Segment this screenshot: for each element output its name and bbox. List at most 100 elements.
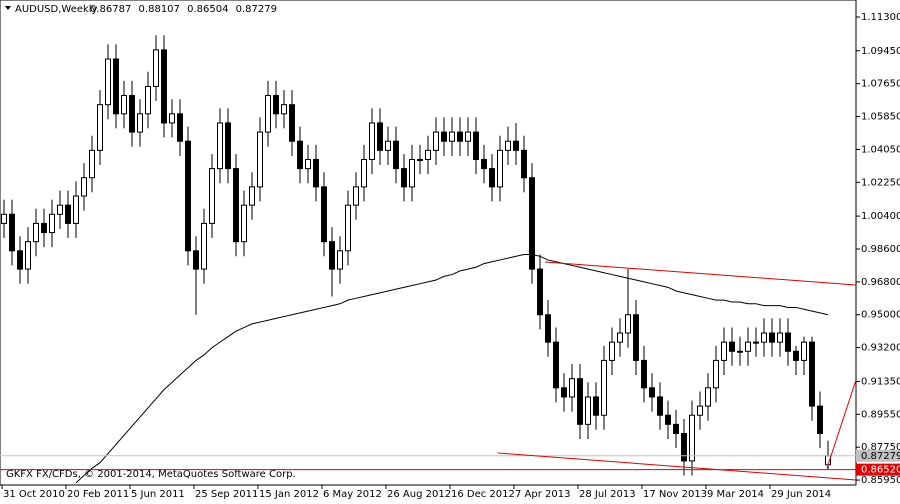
candle-body — [113, 58, 119, 115]
y-tick-label: 1.09450 — [861, 46, 900, 57]
candle-body — [193, 250, 199, 270]
copyright: GKFX FX/CFDs, © 2001-2014, MetaQuotes So… — [6, 469, 296, 480]
y-tick-label: 1.00400 — [861, 211, 900, 222]
candle-body — [273, 95, 279, 115]
y-tick-label: 1.11300 — [861, 12, 900, 23]
candle-body — [57, 204, 63, 215]
candle-body — [809, 341, 815, 407]
candle-body — [577, 378, 583, 425]
candle-body — [641, 359, 647, 389]
candle-body — [9, 213, 15, 252]
bid-label: 0.87279 — [861, 451, 900, 462]
candle-body — [737, 350, 743, 353]
candle-body — [649, 387, 655, 398]
candle-body — [169, 113, 175, 124]
candle-body — [609, 341, 615, 361]
x-tick-label: 26 Aug 2012 — [387, 489, 451, 500]
candle-body — [153, 49, 159, 87]
candle-body — [625, 314, 631, 334]
candle-body — [49, 213, 55, 234]
candle-body — [81, 177, 87, 197]
candle-body — [41, 222, 47, 234]
candle-body — [361, 158, 367, 188]
y-tick-label: 1.02250 — [861, 177, 900, 188]
open: 0.86787 — [90, 4, 131, 15]
candle-body — [337, 250, 343, 270]
candle-body — [553, 341, 559, 389]
candle-body — [449, 131, 455, 142]
y-tick-label: 1.04050 — [861, 144, 900, 155]
trend-line — [826, 379, 857, 469]
candle-body — [721, 341, 727, 361]
candle-body — [17, 250, 23, 270]
y-tick-label: 0.98600 — [861, 244, 900, 255]
candle-body — [473, 131, 479, 160]
candle-body — [265, 95, 271, 133]
y-tick-label: 0.87750 — [861, 442, 900, 453]
candle-body — [665, 414, 671, 425]
trend-line — [544, 261, 857, 286]
x-tick-label: 15 Jan 2012 — [259, 489, 319, 500]
candle-body — [225, 122, 231, 170]
candle-body — [601, 359, 607, 416]
candle-body — [433, 131, 439, 151]
y-tick-label: 0.96800 — [861, 277, 900, 288]
candle-body — [369, 122, 375, 160]
candle-body — [249, 186, 255, 206]
candle-body — [97, 104, 103, 151]
candle-body — [185, 140, 191, 252]
candle-body — [89, 149, 95, 179]
y-tick-label: 0.95000 — [861, 310, 900, 321]
candle-body — [425, 149, 431, 160]
candle-body — [529, 177, 535, 270]
candle-body — [201, 222, 207, 270]
ohlc-header: 0.86787 0.88107 0.86504 0.87279 — [90, 4, 277, 15]
menu-arrow[interactable] — [5, 6, 11, 10]
candle-body — [745, 341, 751, 352]
plot-frame — [0, 0, 857, 486]
candle-body — [345, 204, 351, 252]
candle-body — [329, 241, 335, 270]
candle-body — [673, 423, 679, 434]
candle-body — [689, 414, 695, 462]
candle-body — [657, 396, 663, 416]
high: 0.88107 — [139, 4, 180, 15]
candle-body — [761, 332, 767, 343]
trend-line — [497, 452, 857, 481]
candle-body — [65, 204, 71, 224]
candle-body — [321, 186, 327, 243]
candle-body — [289, 104, 295, 142]
x-tick-label: 7 Apr 2013 — [515, 489, 570, 500]
candle-body — [505, 140, 511, 151]
candle-body — [593, 396, 599, 416]
close: 0.87279 — [236, 4, 277, 15]
moving-average — [75, 253, 829, 484]
candle-body — [585, 396, 591, 425]
candle-body — [177, 113, 183, 142]
candle-body — [457, 131, 463, 142]
candle-body — [257, 131, 263, 188]
candle-body — [753, 341, 759, 344]
candle-body — [129, 95, 135, 133]
candle-body — [105, 58, 111, 106]
candle-body — [281, 104, 287, 115]
candle-body — [313, 158, 319, 188]
y-tick-label: 1.07650 — [861, 79, 900, 90]
candle-body — [705, 387, 711, 407]
candle-body — [817, 405, 823, 434]
candle-body — [617, 332, 623, 343]
candle-body — [417, 158, 423, 161]
candle-body — [513, 140, 519, 151]
candle-body — [137, 113, 143, 133]
candle-body — [1, 213, 7, 224]
candle-body — [305, 158, 311, 170]
candle-body — [161, 49, 167, 124]
candle-body — [297, 140, 303, 170]
candle-body — [481, 158, 487, 170]
candle-body — [73, 195, 79, 224]
candle-body — [33, 222, 39, 243]
level-label: 0.86520 — [861, 465, 900, 476]
candle-body — [713, 359, 719, 389]
candle-body — [465, 131, 471, 142]
